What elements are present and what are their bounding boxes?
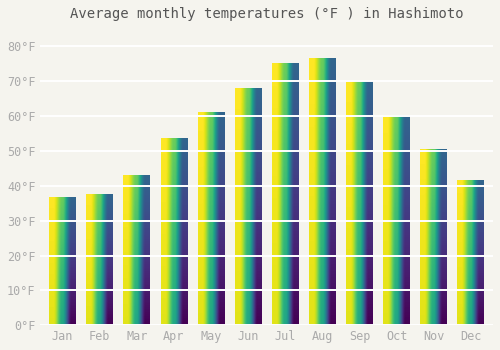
Title: Average monthly temperatures (°F ) in Hashimoto: Average monthly temperatures (°F ) in Ha… <box>70 7 464 21</box>
